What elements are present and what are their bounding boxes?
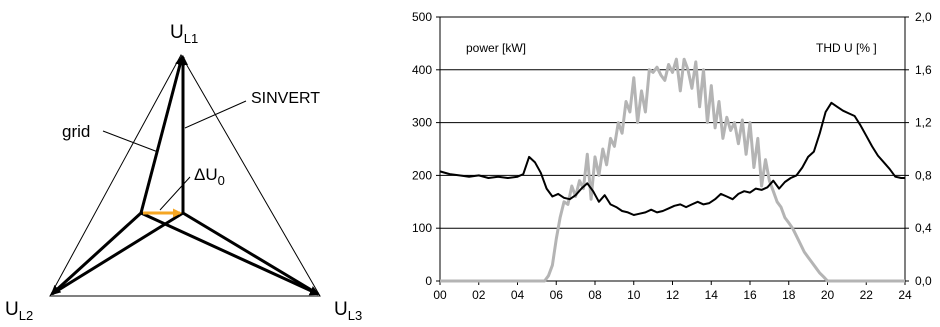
y-tick-label: 300: [412, 116, 432, 130]
sinvert-vector-l2: [51, 211, 184, 296]
y-tick-label: 500: [412, 10, 432, 24]
grid-vector-l2: [50, 211, 143, 296]
x-tick-label: 10: [627, 288, 641, 302]
x-tick-label: 08: [588, 288, 602, 302]
y-tick-label: 0: [425, 274, 432, 288]
annotation-thd: THD U [% ]: [816, 41, 877, 55]
phasor-diagram: UL1 UL2 UL3 grid SINVERT ΔU0: [5, 22, 362, 323]
x-tick-label: 24: [898, 288, 912, 302]
x-tick-label: 02: [472, 288, 486, 302]
delta-leader-line: [159, 176, 191, 211]
label-sinvert: SINVERT: [251, 90, 320, 107]
x-tick-label: 16: [743, 288, 757, 302]
sinvert-vector-l3: [182, 211, 319, 296]
y2-tick-label: 0,8: [915, 168, 932, 182]
label-ul3: UL3: [334, 299, 362, 323]
x-tick-label: 06: [550, 288, 564, 302]
x-tick-label: 04: [511, 288, 525, 302]
x-tick-label: 18: [782, 288, 796, 302]
y2-tick-label: 1,2: [915, 116, 932, 130]
y-tick-label: 100: [412, 221, 432, 235]
label-delta-u0: ΔU0: [194, 165, 225, 188]
y2-tick-label: 0,4: [915, 221, 932, 235]
gridlines: [440, 69, 905, 229]
y-tick-label: 400: [412, 63, 432, 77]
y-axis-left: 0 100 200 300 400 500: [412, 10, 440, 288]
y2-tick-label: 0,0: [915, 274, 932, 288]
x-tick-label: 20: [821, 288, 835, 302]
grid-vector-l1: [139, 55, 185, 214]
grid-triangle: [49, 53, 321, 297]
y2-tick-label: 1,6: [915, 63, 932, 77]
x-tick-label: 00: [433, 288, 447, 302]
annotation-power: power [kW]: [466, 41, 526, 55]
grid-leader-line: [102, 130, 159, 153]
series-line-thd: [439, 101, 905, 216]
y-tick-label: 200: [412, 168, 432, 182]
label-ul2: UL2: [5, 299, 33, 323]
label-ul1: UL1: [170, 22, 198, 46]
y-axis-right: 0,0 0,4 0,8 1,2 1,6 2,0: [905, 10, 932, 288]
x-axis: 00 02 04 06 08 10 12 14 16 18 20 22 24: [433, 281, 912, 302]
sinvert-leader-line: [184, 100, 247, 129]
series-group: [439, 57, 905, 283]
y2-tick-label: 2,0: [915, 10, 932, 24]
x-tick-label: 12: [666, 288, 680, 302]
grid-vector-l3: [140, 211, 320, 296]
label-grid: grid: [62, 122, 90, 141]
series-line-power: [440, 57, 905, 283]
line-chart: 00 02 04 06 08 10 12 14 16 18 20 22 24 0 100 200 300 400…: [412, 10, 932, 302]
x-tick-label: 14: [705, 288, 719, 302]
plot-area: [439, 16, 906, 282]
x-tick-label: 22: [860, 288, 874, 302]
